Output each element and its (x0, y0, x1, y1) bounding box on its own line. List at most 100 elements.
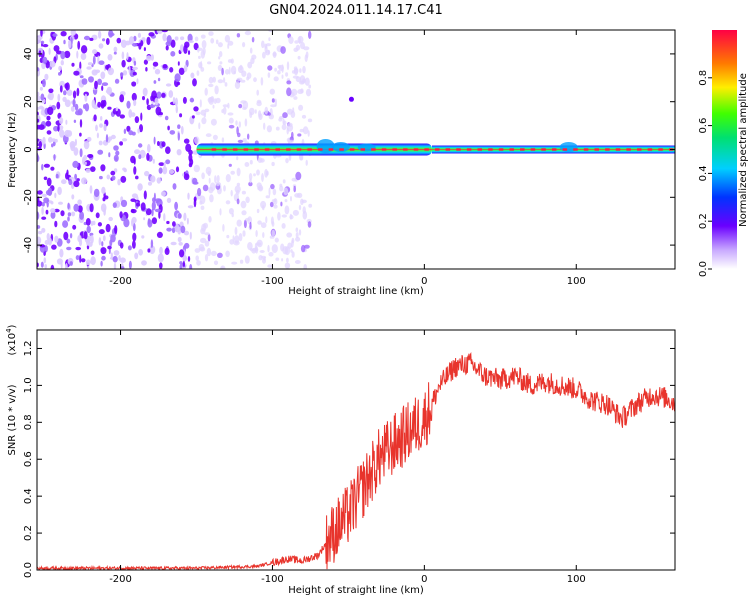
noise-speckle (90, 250, 95, 256)
noise-speckle (53, 208, 60, 213)
noise-speckle (294, 260, 301, 264)
noise-speckle (270, 183, 275, 190)
signal-core (318, 148, 323, 151)
noise-speckle (189, 231, 192, 240)
noise-speckle (83, 231, 88, 240)
noise-speckle (308, 84, 312, 89)
noise-speckle (163, 213, 166, 222)
noise-speckle (57, 124, 60, 132)
noise-speckle (291, 177, 297, 182)
noise-speckle (76, 87, 80, 97)
noise-speckle (191, 115, 195, 119)
noise-speckle (245, 196, 250, 204)
noise-speckle (255, 246, 259, 254)
noise-speckle (37, 190, 43, 195)
noise-speckle (204, 232, 210, 236)
noise-speckle (85, 218, 91, 226)
noise-speckle (96, 132, 99, 139)
noise-speckle (301, 114, 307, 119)
noise-speckle (132, 71, 137, 76)
noise-speckle (83, 104, 86, 109)
noise-speckle (175, 166, 180, 173)
noise-speckle (48, 88, 54, 94)
signal-core (254, 148, 259, 151)
noise-speckle (236, 167, 241, 177)
noise-speckle (228, 124, 235, 129)
noise-speckle (271, 229, 276, 237)
signal-core (626, 148, 631, 151)
signal-core (286, 148, 291, 151)
noise-speckle (171, 227, 176, 234)
snr-series-line (37, 351, 675, 570)
noise-speckle (37, 118, 40, 123)
noise-speckle (275, 126, 280, 131)
noise-speckle (47, 94, 52, 99)
noise-speckle (253, 173, 256, 177)
noise-speckle (37, 211, 40, 221)
noise-speckle (50, 166, 55, 171)
signal-core (222, 148, 227, 151)
noise-speckle (40, 109, 46, 116)
noise-speckle (247, 61, 253, 69)
noise-speckle (99, 123, 103, 128)
noise-speckle (285, 158, 289, 164)
noise-speckle (228, 117, 234, 124)
noise-speckle (183, 44, 188, 54)
noise-speckle (45, 120, 52, 127)
noise-speckle (46, 177, 52, 187)
noise-speckle (60, 31, 67, 37)
noise-speckle (152, 66, 156, 70)
noise-speckle (106, 174, 111, 180)
noise-speckle (238, 233, 243, 242)
noise-speckle (101, 85, 104, 91)
noise-speckle (73, 147, 79, 156)
noise-speckle (165, 83, 172, 87)
noise-speckle (64, 83, 68, 89)
noise-speckle (141, 260, 147, 266)
noise-speckle (271, 98, 275, 103)
noise-speckle (93, 114, 97, 122)
noise-speckle (221, 137, 225, 143)
signal-core (541, 148, 546, 151)
noise-speckle (244, 255, 250, 264)
noise-speckle (238, 103, 243, 109)
noise-speckle (264, 43, 268, 49)
noise-speckle (54, 235, 59, 243)
noise-speckle (204, 240, 210, 247)
noise-speckle (284, 262, 291, 269)
noise-speckle (214, 175, 217, 184)
noise-speckle (258, 184, 264, 192)
noise-speckle (64, 50, 71, 59)
noise-speckle (103, 123, 107, 132)
noise-speckle (290, 195, 292, 202)
noise-speckle (77, 199, 82, 205)
noise-speckle (100, 164, 106, 172)
noise-speckle (237, 132, 241, 138)
y-tick-label: -40 (23, 237, 34, 253)
noise-speckle (42, 56, 48, 64)
x-tick-label: 0 (421, 276, 427, 287)
noise-speckle (299, 156, 304, 161)
signal-core (360, 148, 366, 151)
noise-speckle (193, 198, 197, 208)
noise-speckle (123, 128, 127, 134)
noise-speckle (90, 256, 96, 266)
noise-speckle (260, 222, 267, 229)
noise-speckle (245, 217, 250, 222)
noise-speckle (74, 173, 77, 180)
noise-speckle (221, 266, 224, 269)
noise-speckle (120, 175, 127, 183)
noise-speckle (165, 159, 171, 165)
snr-scale-prefix: (x10 (7, 333, 18, 356)
noise-speckle (194, 136, 200, 145)
noise-speckle (176, 81, 181, 86)
noise-speckle (238, 121, 241, 128)
noise-speckle (38, 141, 42, 149)
noise-speckle (79, 148, 83, 158)
noise-speckle (108, 152, 111, 158)
noise-speckle (73, 119, 77, 124)
noise-speckle (279, 185, 284, 192)
noise-speckle (128, 260, 132, 269)
noise-speckle (63, 39, 66, 45)
